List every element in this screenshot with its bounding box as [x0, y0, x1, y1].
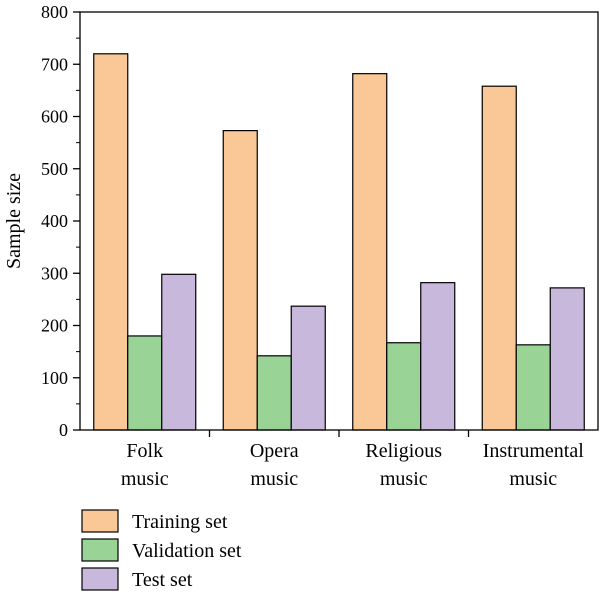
y-tick-label: 400 [41, 211, 68, 231]
bar-validation-set [515, 344, 551, 431]
bars-layer [93, 53, 585, 431]
bar-training-set [222, 130, 258, 431]
y-tick-label: 800 [41, 2, 68, 22]
bar-test-set [161, 273, 197, 431]
bar-validation-set [256, 355, 292, 431]
y-tick-label: 0 [59, 420, 68, 440]
y-tick-label: 200 [41, 316, 68, 336]
legend-label: Training set [132, 511, 228, 533]
y-tick-label: 700 [41, 54, 68, 74]
bar-training-set [352, 73, 388, 431]
legend-label: Test set [132, 569, 193, 591]
x-axis: Folk music Opera music Religious music Instrum… [121, 430, 584, 490]
bar-validation-set [127, 335, 163, 431]
legend-label: Validation set [132, 540, 242, 562]
y-tick-label: 100 [41, 368, 68, 388]
legend-swatch [81, 538, 119, 562]
x-tick-label: Opera music [250, 440, 299, 490]
y-tick-label: 600 [41, 107, 68, 127]
x-tick-label: Folk music [121, 440, 169, 490]
y-axis: 0 100 200 300 400 500 600 700 800 [41, 2, 80, 440]
bar-test-set [290, 305, 326, 431]
legend: Training set Validation set Test set [81, 509, 242, 591]
y-axis-title: Sample size [3, 173, 25, 269]
bar-validation-set [386, 342, 422, 431]
legend-swatch [81, 567, 119, 591]
legend-swatch [81, 509, 119, 533]
bar-training-set [93, 53, 129, 431]
bar-test-set [549, 287, 585, 431]
x-tick-label: Instrumental music [483, 440, 585, 490]
bar-training-set [481, 85, 517, 431]
y-tick-label: 300 [41, 263, 68, 283]
bar-test-set [420, 282, 456, 431]
x-tick-label: Religious music [365, 440, 442, 490]
y-tick-label: 500 [41, 159, 68, 179]
